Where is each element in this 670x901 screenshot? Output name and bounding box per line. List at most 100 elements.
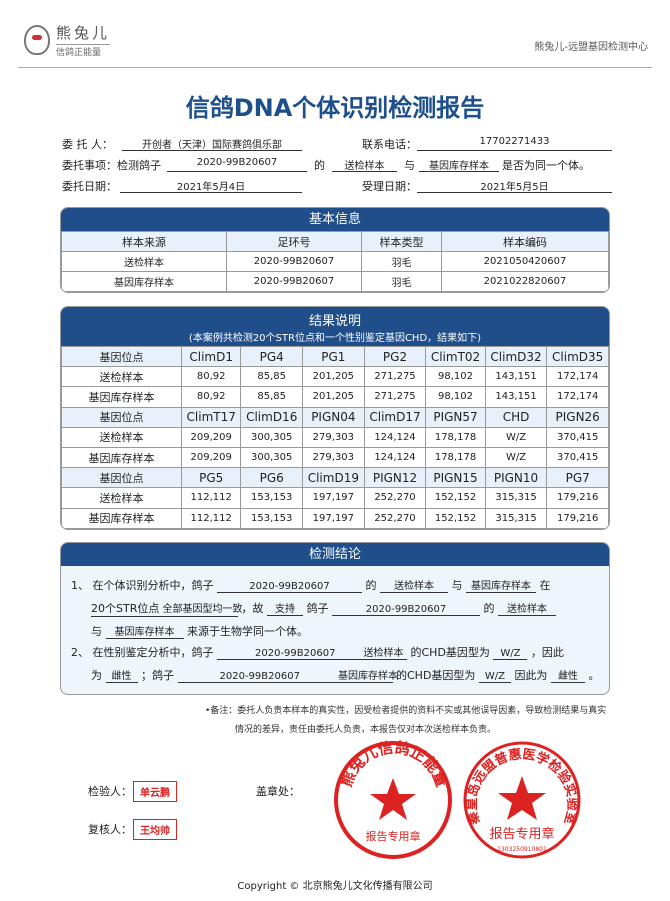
row-label: 基因库存样本 xyxy=(61,386,182,408)
row-label: 基因位点 xyxy=(61,467,182,489)
text: 在 xyxy=(539,579,551,592)
report-title: 信鸽DNA个体识别检测报告 xyxy=(185,94,485,122)
rabbit-logo-icon xyxy=(24,25,50,55)
text: 因此为 xyxy=(514,669,548,682)
inspector-label: 检验人： xyxy=(88,785,132,798)
cell: 197,197 xyxy=(302,487,365,509)
ring-number: 2020-99B20607 xyxy=(255,648,336,659)
cell: 271,275 xyxy=(363,386,427,408)
date-label: 委托日期： xyxy=(62,180,117,193)
seal-center-text: 报告专用章 xyxy=(366,829,421,843)
row-label: 基因库存样本 xyxy=(61,507,182,529)
cell: 基因库存样本 xyxy=(61,271,227,292)
cell: 315,315 xyxy=(484,507,548,529)
text: 1、 在个体识别分析中，鸽子 xyxy=(71,579,214,592)
seal-center-text: 报告专用章 xyxy=(489,826,554,842)
cell: W/Z xyxy=(484,426,548,448)
cell: 2020-99B20607 xyxy=(226,251,362,272)
cell: 羽毛 xyxy=(361,251,442,272)
cell: 279,303 xyxy=(302,446,365,469)
cell: 178,178 xyxy=(425,426,486,448)
matter-row: 委托事项：检测鸽子 2020-99B20607 的 送检样本 与 基因库存样本 … xyxy=(62,157,622,177)
seal-1: 熊兔儿信鸽正能量 报告专用章 xyxy=(334,738,452,859)
cell: 315,315 xyxy=(484,487,548,509)
logo-slogan: 信鸽正能量 xyxy=(56,44,111,58)
sex-result: 雌性 xyxy=(105,667,138,683)
row-label: 送检样本 xyxy=(61,426,182,448)
cell: PG2 xyxy=(363,345,427,368)
cell: 370,415 xyxy=(546,426,609,448)
conclusion-section: 检测结论 1、 在个体识别分析中，鸽子 2020-99B20607 的 送检样本… xyxy=(60,542,610,695)
cell: 80,92 xyxy=(180,386,242,408)
text: 与 xyxy=(91,625,102,638)
bank-sample-name: 基因库存样本 xyxy=(466,577,536,593)
sample-name: 送检样本 xyxy=(380,577,448,593)
text: 的CHD基因型为 xyxy=(410,646,490,659)
cell: 2021022820607 xyxy=(441,271,609,292)
chd-genotype: W/Z xyxy=(493,648,528,660)
cell: 112,112 xyxy=(180,487,242,509)
cell: PG6 xyxy=(240,467,304,489)
table-row: 基因库存样本 2020-99B20607 羽毛 2021022820607 xyxy=(61,271,609,292)
cell: 124,124 xyxy=(363,426,427,448)
reviewer-signature: 王均帅 xyxy=(133,819,177,840)
results-table: 基因位点 ClimD1 PG4 PG1 PG2 ClimT02 ClimD32 ClimD35… xyxy=(61,345,609,529)
cell: 370,415 xyxy=(546,446,609,469)
seals: 熊兔儿信鸽正能量 报告专用章 秦皇岛远盟普惠医学检验实验室 报告专用章 1303… xyxy=(334,738,581,859)
conclusion-line-3: 与 基因库存样本 来源于生物学同一个体。 xyxy=(91,623,308,639)
accept-value: 2021年5月5日 xyxy=(417,178,612,193)
matter-sample2: 基因库存样本 xyxy=(419,157,499,172)
cell: PIGN26 xyxy=(546,406,609,428)
cell: ClimT02 xyxy=(425,345,486,368)
cell: 252,270 xyxy=(363,487,427,509)
text: 与 xyxy=(451,579,463,592)
client-row: 委 托 人： 开创者（天津）国际赛鸽俱乐部 联系电话： 17702271433 xyxy=(62,136,622,156)
text: 为 xyxy=(91,669,102,682)
cell: 172,174 xyxy=(546,386,609,408)
header-cell: 样本编码 xyxy=(441,231,609,252)
cell: 152,152 xyxy=(425,487,486,509)
reviewer-label: 复核人： xyxy=(88,823,132,836)
support-result: 支持 xyxy=(267,600,303,616)
cell: 153,153 xyxy=(240,507,304,529)
cell: 143,151 xyxy=(484,386,548,408)
text: 鸽子 xyxy=(306,602,329,615)
inspector-signature: 单云鹏 xyxy=(133,781,177,802)
ring-number: 2020-99B20607 xyxy=(332,604,480,616)
cell: 252,270 xyxy=(363,507,427,529)
cell: 80,92 xyxy=(180,366,242,388)
seal-2: 秦皇岛远盟普惠医学检验实验室 报告专用章 1303250910801 xyxy=(463,741,581,859)
cell: ClimD19 xyxy=(302,467,365,489)
cell: 143,151 xyxy=(484,366,548,388)
cell: 112,112 xyxy=(180,507,242,529)
text: ，故 xyxy=(241,602,264,615)
header-cell: 足环号 xyxy=(226,231,362,252)
results-subtitle: (本案例共检测20个STR位点和一个性别鉴定基因CHD，结果如下) xyxy=(188,333,482,344)
row-label: 基因库存样本 xyxy=(61,446,182,469)
cell: 172,174 xyxy=(546,366,609,388)
cell: 197,197 xyxy=(302,507,365,529)
text: 。 xyxy=(588,669,600,682)
sample-row: 送检样本 80,92 85,85 201,205 271,275 98,102 143,15… xyxy=(61,366,609,388)
sample-name: 送检样本 xyxy=(363,648,404,659)
client-value: 开创者（天津）国际赛鸽俱乐部 xyxy=(122,136,302,151)
ring-number: 2020-99B20607 xyxy=(219,671,300,682)
table-row: 送检样本 2020-99B20607 羽毛 2021050420607 xyxy=(61,251,609,272)
row-label: 基因位点 xyxy=(61,345,182,368)
cell: 300,305 xyxy=(240,426,304,448)
cell: 送检样本 xyxy=(61,251,227,272)
cell: 98,102 xyxy=(425,386,486,408)
logo: 熊兔儿 信鸽正能量 xyxy=(24,22,111,58)
header-cell: 样本类型 xyxy=(361,231,442,252)
cell: ClimD17 xyxy=(363,406,427,428)
text: 2、 在性别鉴定分析中，鸽子 xyxy=(71,646,214,659)
loci-row: 基因位点 ClimT17 ClimD16 PIGN04 ClimD17 PIGN57 CHD… xyxy=(61,406,609,428)
cell: 98,102 xyxy=(425,366,486,388)
cell: 124,124 xyxy=(363,446,427,469)
cell: ClimT17 xyxy=(180,406,242,428)
text: 全部基因型均一致 xyxy=(162,604,243,615)
matter-and: 与 xyxy=(404,159,415,172)
row-label: 送检样本 xyxy=(61,366,182,388)
text: 的CHD基因型为 xyxy=(396,669,476,682)
cell: PG1 xyxy=(302,345,365,368)
